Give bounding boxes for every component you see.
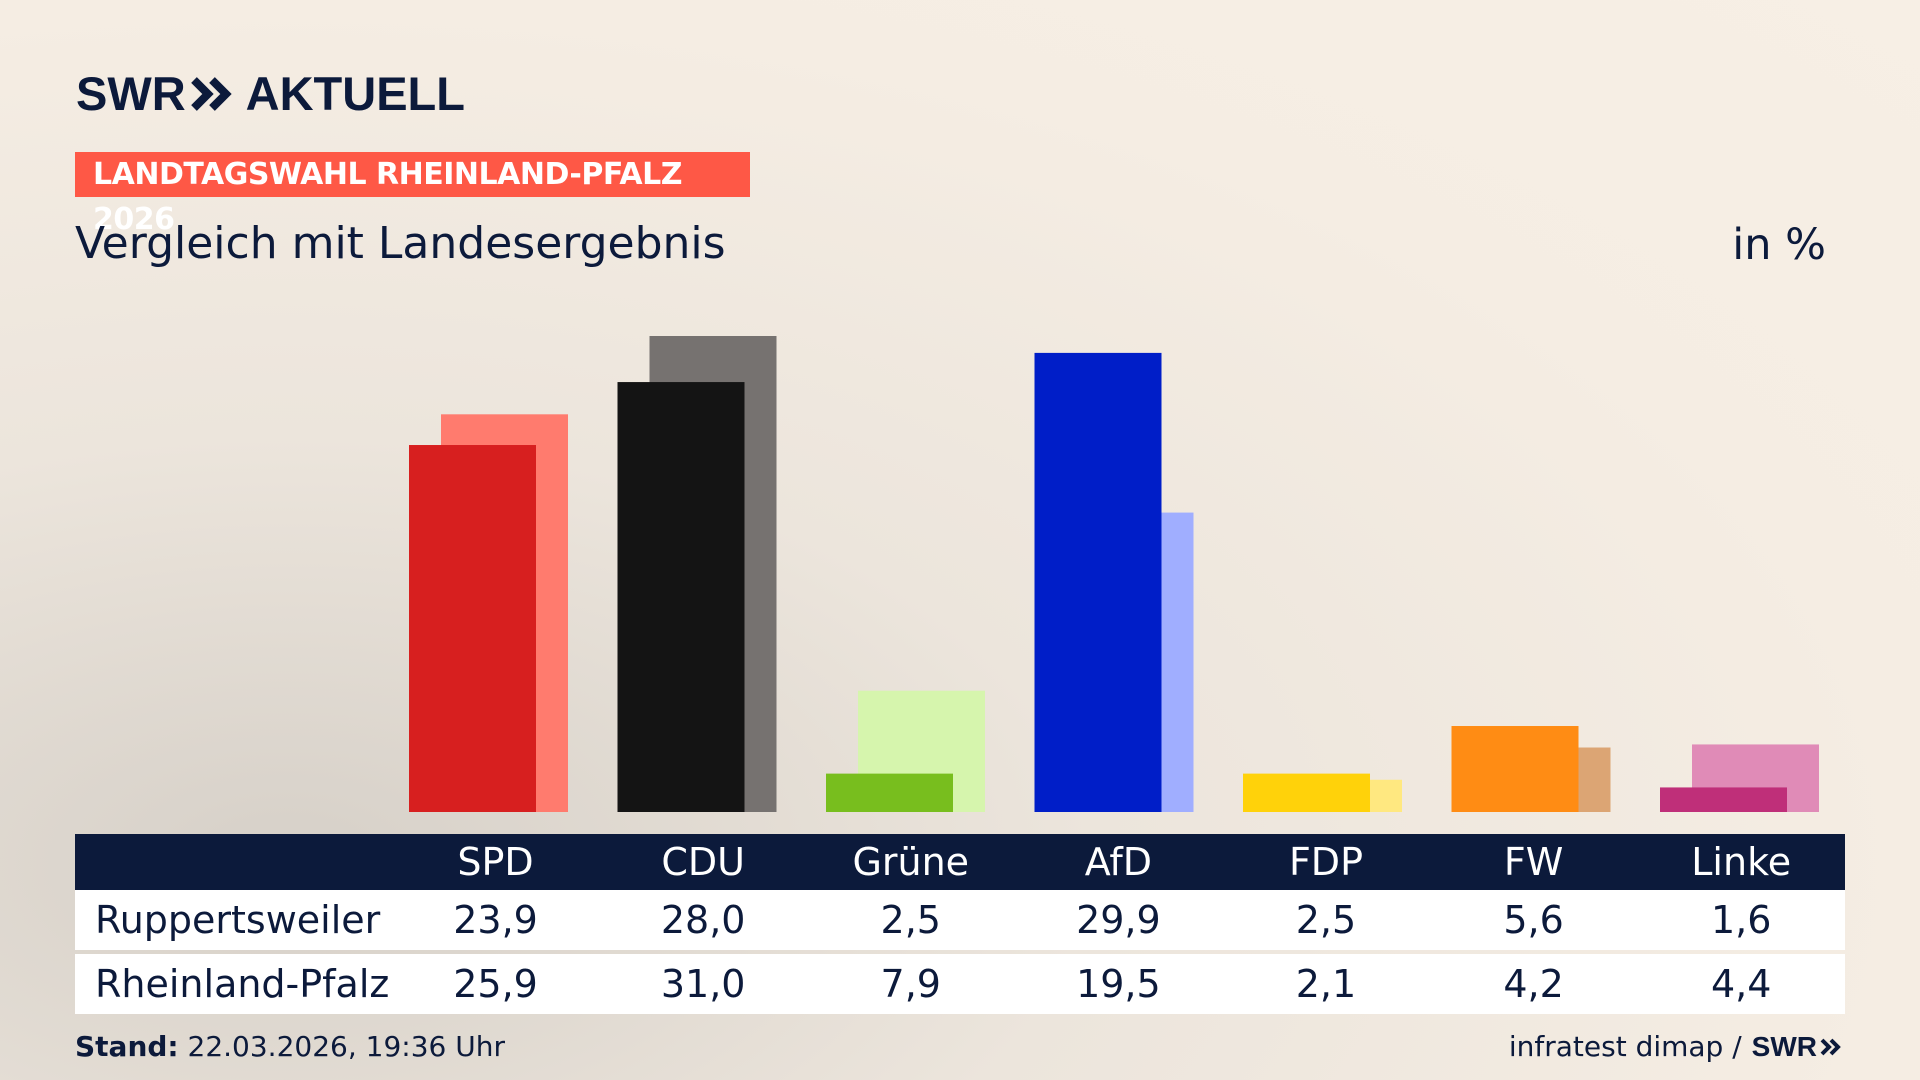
stand-label: Stand:	[75, 1030, 179, 1063]
header-party-gruene: Grüne	[852, 840, 970, 884]
header-party-fw: FW	[1503, 840, 1564, 884]
bar-ruppertsweiler-cdu	[617, 382, 745, 812]
bar-chart	[409, 336, 1819, 812]
chart-subtitle: Vergleich mit Landesergebnis	[75, 218, 726, 269]
table-cell: 19,5	[1076, 962, 1161, 1006]
table-cell: 2,5	[1295, 898, 1357, 942]
election-badge: LANDTAGSWAHL RHEINLAND-PFALZ 2026	[75, 152, 750, 237]
header-party-spd: SPD	[457, 840, 534, 884]
header-empty-cell	[75, 834, 392, 890]
bar-ruppertsweiler-gruene	[826, 773, 953, 812]
stand-value: 22.03.2026, 19:36 Uhr	[178, 1030, 505, 1063]
bar-ruppertsweiler-fdp	[1243, 773, 1370, 812]
table-header: SPD CDU Grüne AfD FDP FW Linke	[75, 834, 1845, 890]
timestamp: Stand: 22.03.2026, 19:36 Uhr	[75, 1030, 505, 1063]
logo-aktuell-text: AKTUELL	[245, 67, 465, 120]
table-cell: 2,5	[880, 898, 941, 942]
logo-swr-text: SWR	[76, 67, 186, 120]
header-party-afd: AfD	[1084, 840, 1152, 884]
table-cell: 7,9	[880, 962, 941, 1006]
table-cell: 25,9	[453, 962, 538, 1006]
table-row-ruppertsweiler: Ruppertsweiler 23,9 28,0 2,5 29,9 2,5 5,…	[75, 890, 1845, 950]
table-cell: 23,9	[453, 898, 538, 942]
table-cell: 1,6	[1710, 898, 1772, 942]
table-row-rheinland-pfalz: Rheinland-Pfalz 25,9 31,0 7,9 19,5 2,1 4…	[75, 954, 1845, 1014]
source-credit: infratest dimap / SWR	[1509, 1030, 1842, 1063]
header-party-cdu: CDU	[661, 840, 745, 884]
bar-ruppertsweiler-spd	[409, 445, 536, 812]
header-party-linke: Linke	[1691, 840, 1792, 884]
table-cell: 28,0	[660, 898, 746, 942]
bar-ruppertsweiler-afd	[1034, 352, 1162, 812]
header-party-fdp: FDP	[1288, 840, 1363, 884]
results-table: SPD CDU Grüne AfD FDP FW Linke Ruppertsw…	[75, 834, 1845, 1014]
table-cell: 4,4	[1710, 962, 1772, 1006]
unit-label: in %	[1732, 220, 1826, 270]
table-cell: 5,6	[1503, 898, 1564, 942]
table-cell: 4,2	[1503, 962, 1564, 1006]
row-label: Rheinland-Pfalz	[95, 962, 390, 1006]
bar-ruppertsweiler-linke	[1660, 787, 1787, 812]
small-double-chevron-icon	[1820, 1038, 1841, 1055]
double-chevron-icon	[190, 76, 232, 111]
table-cell: 29,9	[1076, 898, 1161, 942]
source-text: infratest dimap /	[1508, 1030, 1742, 1063]
small-swr-logo: SWR	[1751, 1030, 1817, 1062]
swr-aktuell-logo: SWR AKTUELL	[76, 66, 465, 121]
table-cell: 2,1	[1295, 962, 1357, 1006]
table-cell: 31,0	[660, 962, 746, 1006]
bar-ruppertsweiler-fw	[1451, 726, 1579, 812]
row-label: Ruppertsweiler	[95, 898, 381, 942]
